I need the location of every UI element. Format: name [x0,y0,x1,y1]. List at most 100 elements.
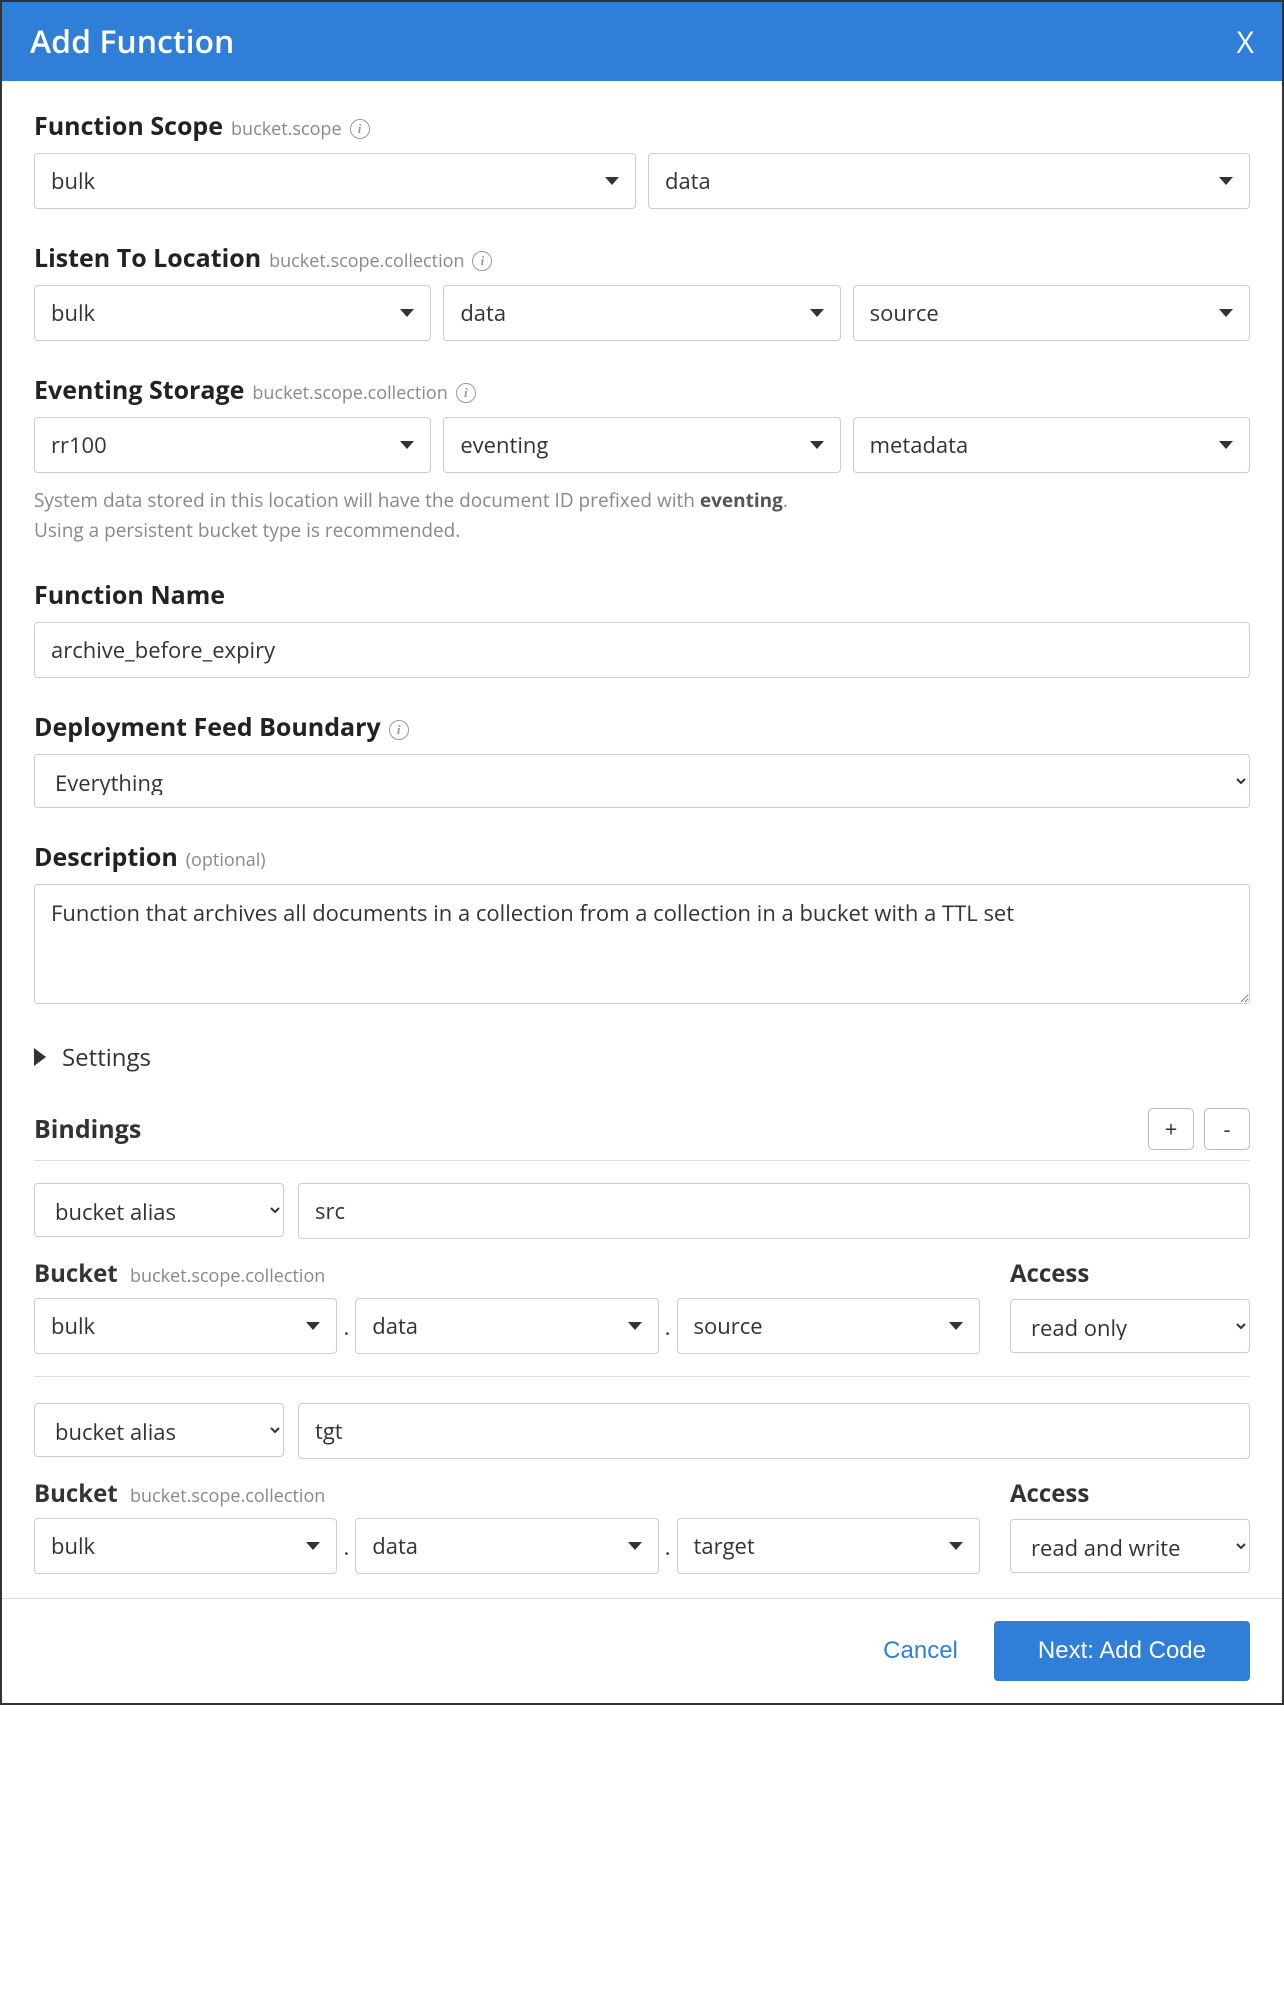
dot-separator: . [337,1532,355,1574]
binding-type-select[interactable]: bucket alias [34,1183,284,1237]
description-label: Description [34,840,178,874]
modal-title: Add Function [30,20,234,63]
binding-type-select[interactable]: bucket alias [34,1403,284,1457]
function-name-label: Function Name [34,578,225,612]
binding-access-label: Access [1010,1257,1250,1290]
chevron-down-icon [1219,177,1233,185]
binding-collection-value: target [694,1531,755,1561]
binding-bucket-label: Bucket [34,1477,118,1510]
binding-alias-input[interactable] [298,1183,1250,1239]
binding-access-select[interactable]: read only [1010,1299,1250,1353]
binding-bucket-label: Bucket [34,1257,118,1290]
binding-access-select[interactable]: read and write [1010,1519,1250,1573]
close-icon[interactable]: X [1237,21,1254,62]
binding-bucket-hint: bucket.scope.collection [130,1484,325,1508]
binding-scope-value: data [372,1531,418,1561]
chevron-right-icon [34,1048,46,1066]
settings-toggle[interactable]: Settings [34,1041,1250,1074]
binding-alias-input[interactable] [298,1403,1250,1459]
storage-helper-prefix: System data stored in this location will… [34,487,700,513]
storage-collection-value: metadata [870,430,969,460]
info-icon[interactable]: i [389,720,409,740]
storage-hint: bucket.scope.collection [252,381,447,405]
storage-helper-bold: eventing [700,487,783,513]
binding-bucket-value: bulk [51,1531,95,1561]
eventing-storage-section: Eventing Storage bucket.scope.collection… [34,373,1250,546]
binding-collection-select[interactable]: target [677,1518,980,1574]
listen-collection-value: source [870,298,939,328]
add-function-modal: Add Function X Function Scope bucket.sco… [0,0,1284,1705]
storage-bucket-value: rr100 [51,430,107,460]
storage-scope-value: eventing [460,430,548,460]
function-name-input[interactable] [34,622,1250,678]
binding-collection-select[interactable]: source [677,1298,980,1354]
next-add-code-button[interactable]: Next: Add Code [994,1621,1250,1681]
function-scope-section: Function Scope bucket.scope i bulk data [34,109,1250,209]
chevron-down-icon [1219,309,1233,317]
modal-footer: Cancel Next: Add Code [2,1598,1282,1703]
scope-bucket-select[interactable]: bulk [34,153,636,209]
binding-bucket-select[interactable]: bulk [34,1518,337,1574]
modal-header: Add Function X [2,2,1282,81]
chevron-down-icon [810,441,824,449]
listen-scope-select[interactable]: data [443,285,840,341]
listen-scope-value: data [460,298,506,328]
description-optional: (optional) [186,848,266,872]
boundary-label: Deployment Feed Boundary [34,710,381,744]
function-scope-hint: bucket.scope [231,117,342,141]
listen-bucket-select[interactable]: bulk [34,285,431,341]
description-textarea[interactable]: Function that archives all documents in … [34,884,1250,1004]
storage-bucket-select[interactable]: rr100 [34,417,431,473]
chevron-down-icon [810,309,824,317]
cancel-button[interactable]: Cancel [883,1637,958,1665]
storage-scope-select[interactable]: eventing [443,417,840,473]
listen-location-section: Listen To Location bucket.scope.collecti… [34,241,1250,341]
binding-bucket-select[interactable]: bulk [34,1298,337,1354]
binding-collection-value: source [694,1311,763,1341]
info-icon[interactable]: i [350,119,370,139]
storage-label: Eventing Storage [34,373,244,407]
chevron-down-icon [949,1542,963,1550]
scope-scope-select[interactable]: data [648,153,1250,209]
scope-bucket-value: bulk [51,166,95,196]
storage-helper2: Using a persistent bucket type is recomm… [34,517,460,543]
storage-collection-select[interactable]: metadata [853,417,1250,473]
binding-row: bucket alias Bucket bucket.scope.collect… [34,1183,1250,1354]
storage-helper: System data stored in this location will… [34,485,1250,546]
bindings-header: Bindings + - [34,1108,1250,1161]
binding-bucket-value: bulk [51,1311,95,1341]
chevron-down-icon [628,1322,642,1330]
listen-bucket-value: bulk [51,298,95,328]
dot-separator: . [659,1312,677,1354]
binding-scope-select[interactable]: data [355,1518,658,1574]
listen-label: Listen To Location [34,241,261,275]
settings-label: Settings [62,1041,151,1074]
binding-bucket-hint: bucket.scope.collection [130,1264,325,1288]
chevron-down-icon [1219,441,1233,449]
description-section: Description (optional) Function that arc… [34,840,1250,1009]
scope-scope-value: data [665,166,711,196]
chevron-down-icon [949,1322,963,1330]
add-binding-button[interactable]: + [1148,1108,1194,1150]
chevron-down-icon [628,1542,642,1550]
storage-helper-suffix: . [783,487,788,513]
chevron-down-icon [605,177,619,185]
info-icon[interactable]: i [472,251,492,271]
binding-scope-select[interactable]: data [355,1298,658,1354]
chevron-down-icon [306,1542,320,1550]
boundary-section: Deployment Feed Boundary i Everything [34,710,1250,808]
info-icon[interactable]: i [456,383,476,403]
remove-binding-button[interactable]: - [1204,1108,1250,1150]
listen-collection-select[interactable]: source [853,285,1250,341]
function-name-section: Function Name [34,578,1250,678]
binding-scope-value: data [372,1311,418,1341]
binding-access-label: Access [1010,1477,1250,1510]
dot-separator: . [659,1532,677,1574]
function-scope-label: Function Scope [34,109,223,143]
boundary-select[interactable]: Everything [34,754,1250,808]
listen-hint: bucket.scope.collection [269,249,464,273]
chevron-down-icon [400,441,414,449]
chevron-down-icon [400,309,414,317]
divider [34,1376,1250,1377]
modal-body: Function Scope bucket.scope i bulk data … [2,81,1282,1598]
